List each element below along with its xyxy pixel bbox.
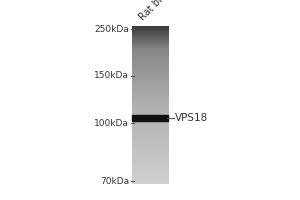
- Bar: [132, 115, 168, 121]
- Text: 150kDa: 150kDa: [94, 72, 129, 80]
- Text: Rat brain: Rat brain: [137, 0, 176, 22]
- Text: 250kDa: 250kDa: [94, 24, 129, 33]
- Text: 100kDa: 100kDa: [94, 118, 129, 128]
- Text: 70kDa: 70kDa: [100, 176, 129, 186]
- Text: VPS18: VPS18: [175, 113, 208, 123]
